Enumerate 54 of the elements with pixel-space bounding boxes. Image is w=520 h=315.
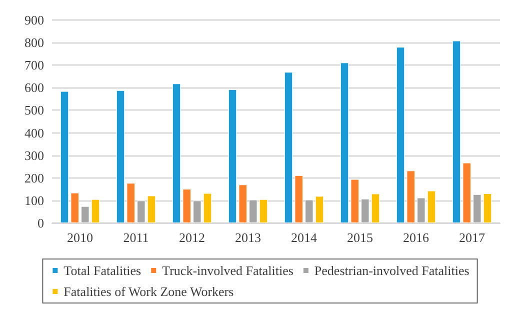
bar	[137, 200, 146, 223]
bar	[462, 162, 471, 223]
y-tick-label: 700	[24, 58, 44, 73]
y-tick-label: 800	[24, 35, 44, 50]
y-tick-label: 300	[24, 148, 44, 163]
y-tick-label: 100	[24, 192, 44, 208]
x-tick-label: 2010	[67, 230, 93, 245]
x-tick-label: 2011	[123, 230, 149, 245]
bar	[396, 47, 405, 223]
bar	[228, 89, 237, 223]
legend-label: Fatalities of Work Zone Workers	[64, 284, 234, 299]
bar	[417, 198, 426, 223]
bar	[172, 84, 181, 223]
bar	[305, 200, 314, 223]
bar	[116, 90, 125, 223]
bar	[126, 183, 135, 223]
x-tick-label: 2015	[347, 230, 373, 245]
y-tick-label: 900	[24, 12, 44, 28]
bar	[350, 179, 359, 223]
bar	[70, 192, 79, 223]
x-tick-label: 2016	[403, 230, 430, 245]
y-tick-label: 400	[24, 125, 44, 140]
y-tick-label: 600	[24, 80, 44, 96]
bar	[60, 91, 69, 223]
bar	[259, 199, 268, 223]
legend-label: Truck-involved Fatalities	[162, 263, 294, 278]
bar	[294, 175, 303, 223]
bar	[361, 198, 370, 223]
bar	[483, 193, 492, 223]
bar	[452, 40, 461, 223]
bar	[315, 196, 324, 223]
y-tick-label: 500	[24, 102, 44, 118]
bar	[340, 62, 349, 223]
bar	[238, 184, 247, 223]
bar	[91, 199, 100, 223]
bar	[81, 206, 90, 223]
bar	[203, 193, 212, 223]
bar	[406, 170, 415, 223]
bar	[182, 188, 191, 223]
x-tick-label: 2012	[179, 230, 205, 245]
x-tick-label: 2014	[291, 230, 318, 245]
bar	[249, 200, 258, 223]
bar	[284, 72, 293, 223]
bar	[427, 190, 436, 223]
legend-label: Total Fatalities	[64, 263, 142, 278]
y-tick-label: 200	[24, 170, 44, 186]
x-tick-label: 2013	[235, 230, 261, 245]
bar	[473, 194, 482, 223]
bar	[371, 194, 380, 223]
x-tick-label: 2017	[459, 230, 486, 245]
bar	[147, 196, 156, 223]
y-tick-label: 0	[38, 216, 44, 230]
bar	[193, 200, 202, 223]
legend-label: Pedestrian-involved Fatalities	[314, 263, 470, 278]
